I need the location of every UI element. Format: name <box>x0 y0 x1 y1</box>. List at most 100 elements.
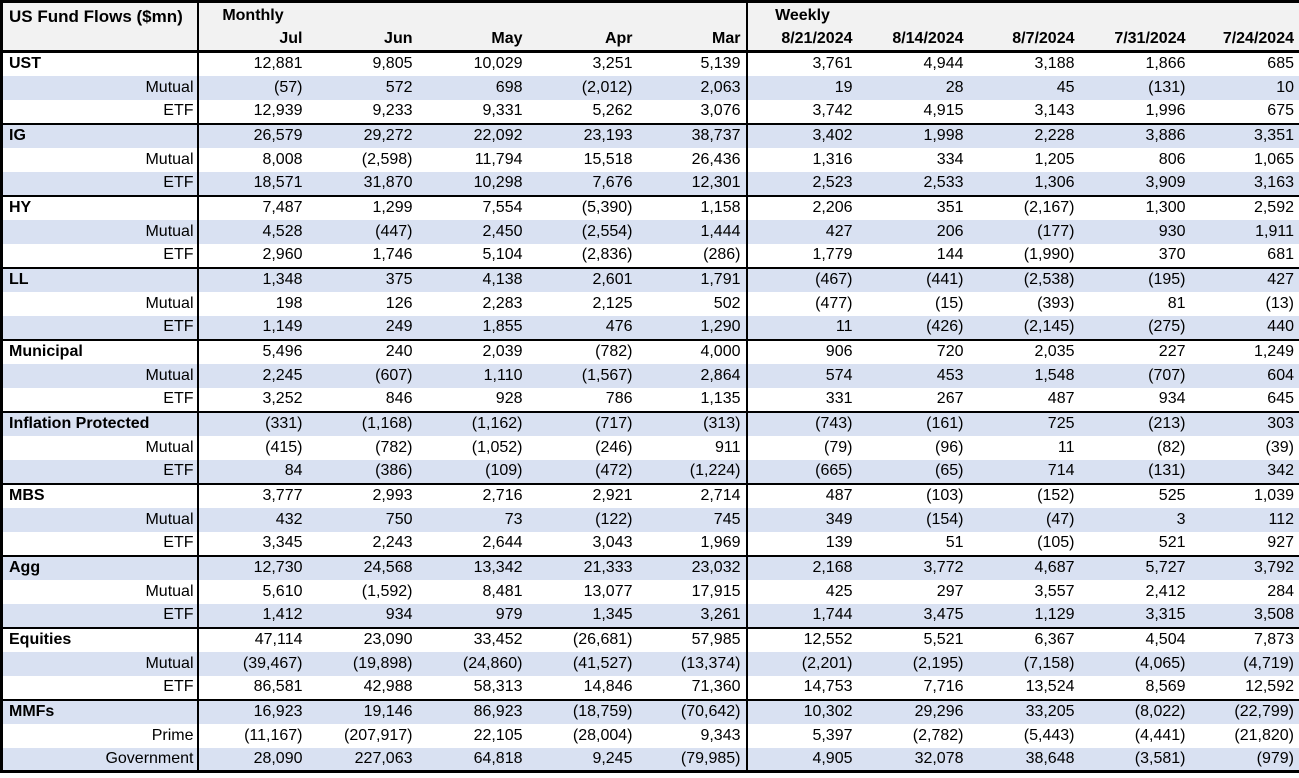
row-label-subtype: Mutual <box>145 582 194 600</box>
cell-monthly: 23,032 <box>637 554 747 580</box>
cell-weekly: (131) <box>1079 459 1191 484</box>
cell-weekly: (426) <box>857 315 969 340</box>
cell-weekly: 1,911 <box>1190 219 1299 244</box>
cell-weekly: 4,915 <box>923 102 964 119</box>
table-body: UST 12,881 9,805 10,029 3,251 5,139 3,761 4,944… <box>1 51 1299 772</box>
cell-weekly: (15) <box>935 294 964 312</box>
cell-weekly: (96) <box>935 438 964 456</box>
row-label-subtype: Government <box>1 747 198 772</box>
cell-monthly: 1,969 <box>700 534 741 551</box>
cell-weekly: 521 <box>1158 534 1186 551</box>
cell-monthly: 2,960 <box>196 243 308 268</box>
column-header-month: Mar <box>637 28 747 53</box>
cell-monthly: 750 <box>307 507 418 532</box>
cell-weekly: 1,744 <box>745 603 858 628</box>
cell-monthly: (24,860) <box>417 651 528 676</box>
cell-weekly: (13) <box>1265 294 1294 312</box>
table-row: Mutual 5,610 (1,592) 8,481 13,077 17,915 425 29… <box>2 579 1299 604</box>
cell-monthly: 10,029 <box>473 55 523 73</box>
cell-monthly: (11,167) <box>196 723 308 748</box>
cell-weekly: (2,195) <box>857 651 969 676</box>
cell-weekly: 5,521 <box>857 626 969 652</box>
table-row: Inflation Protected (331) (1,168) (1,162) (7… <box>1 410 1299 436</box>
cell-weekly: (2,538) <box>968 266 1080 292</box>
cell-weekly: 1,306 <box>968 171 1080 196</box>
cell-monthly: 934 <box>307 603 418 628</box>
cell-monthly: (331) <box>196 410 308 436</box>
cell-weekly: 32,078 <box>857 747 969 772</box>
cell-weekly: 342 <box>1190 459 1299 484</box>
cell-monthly: 9,245 <box>527 747 638 772</box>
cell-weekly: (21,820) <box>1234 726 1294 744</box>
cell-monthly: 13,342 <box>417 554 528 580</box>
cell-monthly: 9,331 <box>482 102 523 119</box>
row-label-category: IG <box>1 122 198 148</box>
cell-monthly: 18,571 <box>196 171 308 196</box>
cell-monthly: 12,939 <box>196 99 308 124</box>
cell-weekly: 427 <box>745 219 858 244</box>
row-label-subtype: ETF <box>1 459 198 484</box>
cell-monthly: 928 <box>495 390 523 407</box>
cell-monthly: (386) <box>307 459 418 484</box>
cell-weekly: 685 <box>1267 55 1294 73</box>
cell-weekly: 3,742 <box>745 99 858 124</box>
header-spacer <box>307 1 418 29</box>
cell-monthly: 4,000 <box>637 338 747 364</box>
cell-monthly: (782) <box>527 338 638 364</box>
cell-monthly: 3,252 <box>196 387 308 412</box>
cell-monthly: 47,114 <box>196 626 308 652</box>
cell-weekly: 12,552 <box>745 626 858 652</box>
table-row: LL 1,348 375 4,138 2,601 1,791 (467) (441) (2,53… <box>1 266 1299 292</box>
cell-monthly: 2,245 <box>196 363 308 388</box>
cell-monthly: 58,313 <box>473 678 523 695</box>
cell-monthly: 7,554 <box>417 194 528 220</box>
cell-weekly: 1,996 <box>1145 102 1186 119</box>
cell-weekly: 8,569 <box>1145 678 1186 695</box>
cell-weekly: (4,719) <box>1190 651 1299 676</box>
cell-monthly: 26,579 <box>196 122 308 148</box>
cell-weekly: 934 <box>1158 390 1186 407</box>
table-row: ETF 1,412 934 979 1,345 3,261 1,744 3,475 1,129 3… <box>1 603 1299 628</box>
column-header-month: Apr <box>527 28 638 53</box>
cell-weekly: 10,302 <box>745 698 858 724</box>
table-row: Equities 47,114 23,090 33,452 (26,681) 57,985… <box>1 626 1299 652</box>
cell-weekly: 806 <box>1158 150 1186 168</box>
cell-monthly: 745 <box>637 507 747 532</box>
cell-monthly: 1,444 <box>637 219 747 244</box>
cell-monthly: (57) <box>196 75 308 100</box>
table-row: ETF 3,345 2,243 2,644 3,043 1,969 139 51 (105) 52… <box>2 531 1299 556</box>
cell-monthly: (109) <box>417 459 528 484</box>
cell-monthly: (782) <box>375 438 413 456</box>
cell-monthly: 476 <box>527 315 638 340</box>
cell-monthly: 28,090 <box>196 747 308 772</box>
table-row: ETF 2,960 1,746 5,104 (2,836) (286) 1,779 144 (1… <box>2 243 1299 268</box>
table-row: ETF 12,939 9,233 9,331 5,262 3,076 3,742 4,915 3… <box>2 99 1299 124</box>
cell-monthly: (41,527) <box>527 651 638 676</box>
cell-weekly: (2,167) <box>968 194 1080 220</box>
cell-weekly: 5,397 <box>745 723 858 748</box>
cell-weekly: (177) <box>968 219 1080 244</box>
cell-weekly: (5,443) <box>1023 726 1075 744</box>
cell-monthly: 846 <box>385 390 413 407</box>
row-label-category: Agg <box>1 554 198 580</box>
cell-monthly: 86,581 <box>196 675 308 700</box>
header-spacer <box>527 1 638 29</box>
cell-weekly: 4,687 <box>968 554 1080 580</box>
cell-weekly: 2,228 <box>968 122 1080 148</box>
cell-weekly: (441) <box>857 266 969 292</box>
cell-monthly: 73 <box>417 507 528 532</box>
cell-monthly: 4,138 <box>417 266 528 292</box>
cell-weekly: (3,581) <box>1079 747 1191 772</box>
cell-monthly: 1,290 <box>637 315 747 340</box>
row-label-subtype: ETF <box>1 315 198 340</box>
cell-monthly: 1,149 <box>196 315 308 340</box>
cell-weekly: 3,351 <box>1190 122 1299 148</box>
cell-monthly: (70,642) <box>637 698 747 724</box>
cell-weekly: 370 <box>1158 246 1186 263</box>
cell-weekly: (2,201) <box>745 651 858 676</box>
cell-weekly: 1,998 <box>857 122 969 148</box>
cell-weekly: (152) <box>968 482 1080 508</box>
cell-weekly: 2,035 <box>968 338 1080 364</box>
cell-weekly: 2,592 <box>1190 194 1299 220</box>
cell-monthly: (39,467) <box>196 651 308 676</box>
